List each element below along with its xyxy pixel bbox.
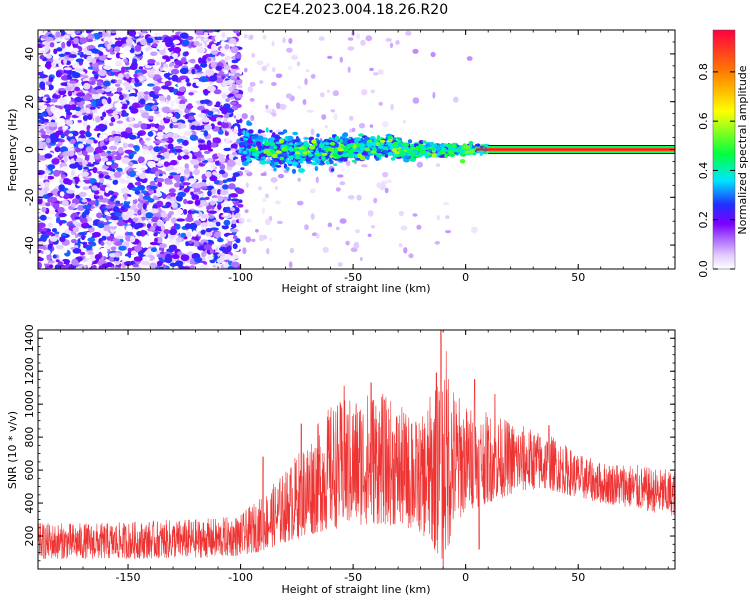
y-tick-label: -20	[23, 188, 36, 206]
y-tick-label: 1000	[23, 390, 36, 418]
colorbar-tick-label: 0.6	[697, 112, 710, 130]
x-tick-label: -50	[344, 571, 362, 584]
colorbar-frame	[712, 29, 736, 270]
y-tick-label: -40	[23, 236, 36, 254]
spectrogram-y-label: Frequency (Hz)	[6, 109, 19, 192]
colorbar-tick-label: 0.2	[697, 211, 710, 229]
colorbar-ticks: 0.0 0.2 0.4 0.6 0.8	[697, 63, 735, 278]
colorbar-gradient	[713, 30, 735, 269]
snr-frame	[37, 329, 676, 570]
y-tick-label: 200	[23, 526, 36, 547]
y-tick-label: 800	[23, 427, 36, 448]
snr-y-label: SNR (10 * v/v)	[6, 411, 19, 489]
snr-x-ticks: -150 -100 -50 0 50	[37, 330, 669, 584]
spectrogram-x-ticks: -150 -100 -50 0 50	[37, 30, 669, 284]
x-tick-label: -150	[116, 571, 141, 584]
x-tick-label: -100	[228, 571, 253, 584]
spectrogram-y-ticks: -40 -20 0 20 40	[23, 29, 675, 270]
x-tick-label: 0	[462, 571, 469, 584]
colorbar-label: Normalized spectral amplitude	[736, 65, 749, 234]
y-tick-label: 1400	[23, 324, 36, 352]
snr-panel: -150 -100 -50 0 50 200400600800100012001400 …	[6, 324, 676, 596]
y-tick-label: 1200	[23, 357, 36, 385]
y-tick-label: 20	[23, 95, 36, 109]
x-tick-label: -50	[344, 271, 362, 284]
y-tick-label: 600	[23, 460, 36, 481]
x-tick-label: 50	[571, 571, 585, 584]
spectrogram-x-label: Height of straight line (km)	[281, 282, 430, 295]
spectrogram-panel: -150 -100 -50 0 50 -40 -20 0 20 40 Height of str…	[6, 29, 676, 295]
snr-x-label: Height of straight line (km)	[281, 583, 430, 596]
x-tick-label: -100	[228, 271, 253, 284]
y-tick-label: 400	[23, 493, 36, 514]
y-tick-label: 0	[23, 146, 36, 153]
snr-y-ticks: 200 400 600 800 1000 1200 1400	[23, 324, 675, 570]
colorbar-tick-label: 0.4	[697, 162, 710, 180]
steady-line-core	[476, 148, 675, 151]
colorbar-tick-label: 0.8	[697, 63, 710, 81]
colorbar-tick-label: 0.0	[697, 260, 710, 278]
colorbar: 0.0 0.2 0.4 0.6 0.8 Normalized spectral ampl…	[697, 29, 749, 278]
x-tick-label: 0	[462, 271, 469, 284]
x-tick-label: -150	[116, 271, 141, 284]
x-tick-label: 50	[571, 271, 585, 284]
y-tick-label: 40	[23, 47, 36, 61]
snr-series-line	[38, 330, 675, 568]
spectrogram-data	[38, 30, 675, 269]
chart-title: C2E4.2023.004.18.26.R20	[264, 2, 448, 18]
